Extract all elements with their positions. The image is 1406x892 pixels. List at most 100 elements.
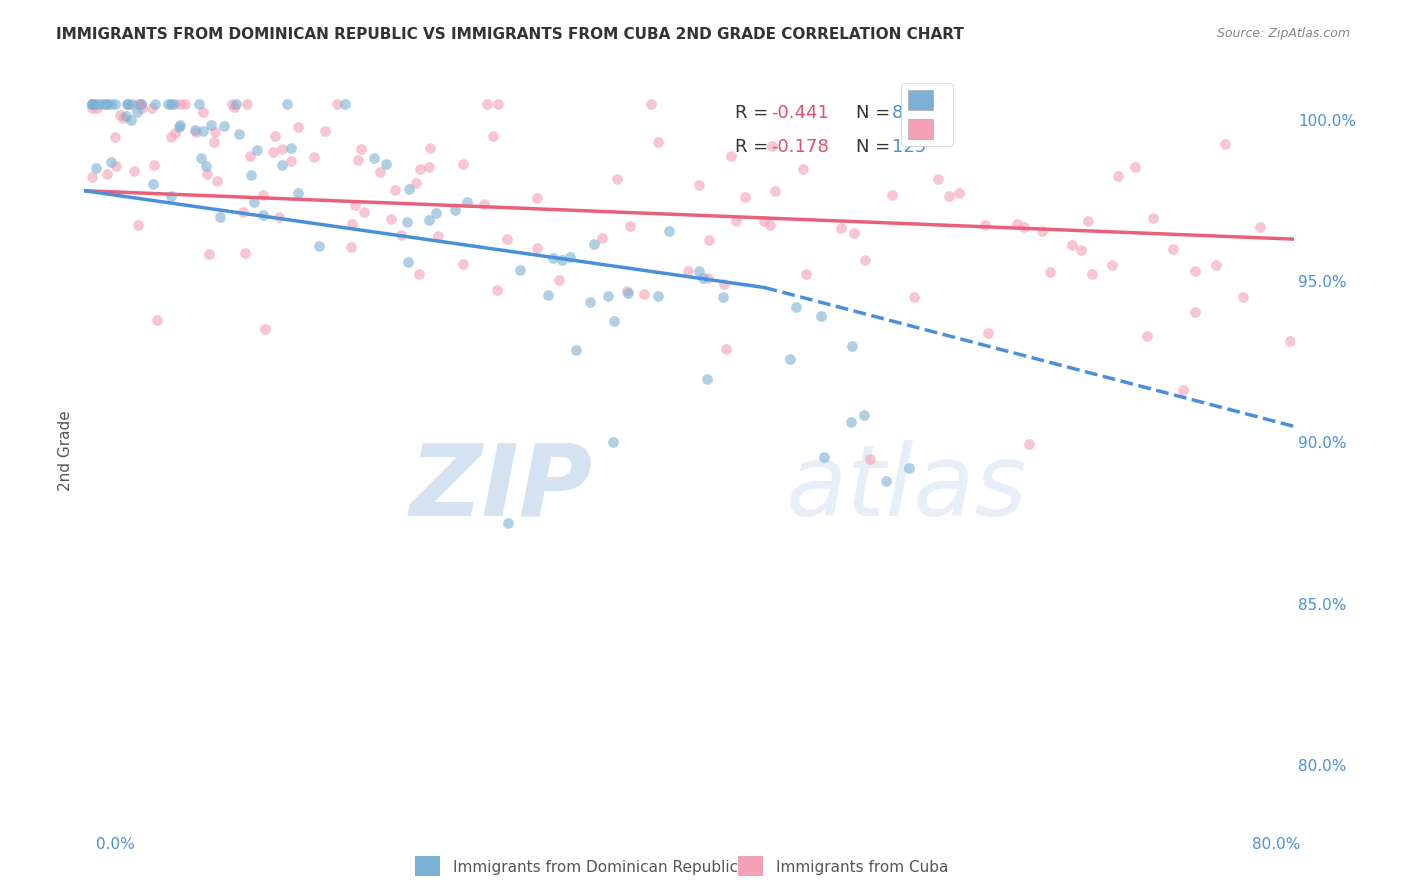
- Point: [596, 289, 619, 303]
- Point: [202, 136, 225, 150]
- Point: [162, 96, 184, 111]
- Point: [1012, 220, 1035, 235]
- Point: [167, 120, 190, 134]
- Text: ZIP: ZIP: [409, 440, 592, 537]
- Point: [898, 460, 921, 475]
- Point: [927, 172, 949, 186]
- Point: [96, 96, 118, 111]
- Point: [1007, 217, 1029, 231]
- Point: [1018, 436, 1040, 450]
- Point: [129, 96, 152, 111]
- Point: [875, 474, 897, 488]
- Point: [287, 120, 309, 134]
- Point: [496, 232, 519, 246]
- Point: [1107, 169, 1129, 184]
- Point: [633, 287, 655, 301]
- Point: [1184, 264, 1206, 278]
- Point: [271, 158, 294, 172]
- Point: [204, 125, 226, 139]
- Point: [205, 174, 228, 188]
- Point: [344, 197, 367, 211]
- Point: [128, 96, 150, 111]
- Point: [221, 96, 243, 111]
- Point: [142, 177, 165, 191]
- Point: [1070, 243, 1092, 257]
- Point: [948, 186, 970, 200]
- Point: [697, 233, 720, 247]
- Point: [842, 226, 865, 240]
- Point: [810, 310, 832, 324]
- Point: [347, 153, 370, 167]
- Point: [451, 157, 474, 171]
- Point: [1142, 211, 1164, 225]
- Point: [280, 154, 302, 169]
- Point: [419, 141, 441, 155]
- Point: [122, 164, 145, 178]
- Point: [121, 96, 143, 111]
- Point: [616, 284, 638, 298]
- Text: -0.178: -0.178: [770, 138, 830, 156]
- Point: [418, 212, 440, 227]
- Point: [333, 96, 356, 111]
- Point: [763, 185, 786, 199]
- Point: [526, 191, 548, 205]
- Point: [165, 126, 187, 140]
- Point: [509, 262, 531, 277]
- Text: N =: N =: [856, 104, 896, 122]
- Point: [1232, 290, 1254, 304]
- Point: [195, 167, 218, 181]
- Point: [456, 195, 478, 210]
- Point: [973, 218, 995, 232]
- Point: [80, 169, 103, 184]
- Point: [208, 210, 231, 224]
- Legend: , : ,: [901, 84, 953, 145]
- Point: [1205, 258, 1227, 272]
- Point: [142, 158, 165, 172]
- Y-axis label: 2nd Grade: 2nd Grade: [58, 410, 73, 491]
- Point: [86, 101, 108, 115]
- Point: [526, 241, 548, 255]
- Point: [104, 129, 127, 144]
- Point: [246, 143, 269, 157]
- Point: [720, 149, 742, 163]
- Point: [472, 197, 495, 211]
- Text: -0.441: -0.441: [770, 104, 830, 122]
- Point: [903, 290, 925, 304]
- Point: [714, 343, 737, 357]
- Point: [105, 159, 128, 173]
- Point: [96, 167, 118, 181]
- Point: [225, 96, 247, 111]
- Point: [977, 326, 1000, 341]
- Point: [200, 118, 222, 132]
- Point: [368, 165, 391, 179]
- Text: 82: 82: [891, 104, 915, 122]
- Point: [308, 239, 330, 253]
- Point: [602, 435, 624, 450]
- Point: [734, 190, 756, 204]
- Point: [267, 210, 290, 224]
- Point: [579, 295, 602, 310]
- Point: [813, 450, 835, 464]
- Point: [619, 219, 641, 233]
- Point: [425, 205, 447, 219]
- Point: [115, 109, 138, 123]
- Point: [233, 246, 256, 260]
- Point: [853, 253, 876, 268]
- Point: [194, 159, 217, 173]
- Point: [1213, 136, 1236, 151]
- Point: [239, 149, 262, 163]
- Point: [725, 213, 748, 227]
- Point: [396, 255, 419, 269]
- Point: [396, 214, 419, 228]
- Point: [91, 96, 114, 111]
- Point: [444, 203, 467, 218]
- Point: [408, 267, 430, 281]
- Point: [389, 227, 412, 242]
- Point: [1279, 334, 1302, 348]
- Point: [794, 267, 817, 281]
- Point: [254, 321, 277, 335]
- Point: [564, 343, 586, 358]
- Point: [1101, 258, 1123, 272]
- Text: R =: R =: [735, 138, 773, 156]
- Point: [485, 283, 508, 297]
